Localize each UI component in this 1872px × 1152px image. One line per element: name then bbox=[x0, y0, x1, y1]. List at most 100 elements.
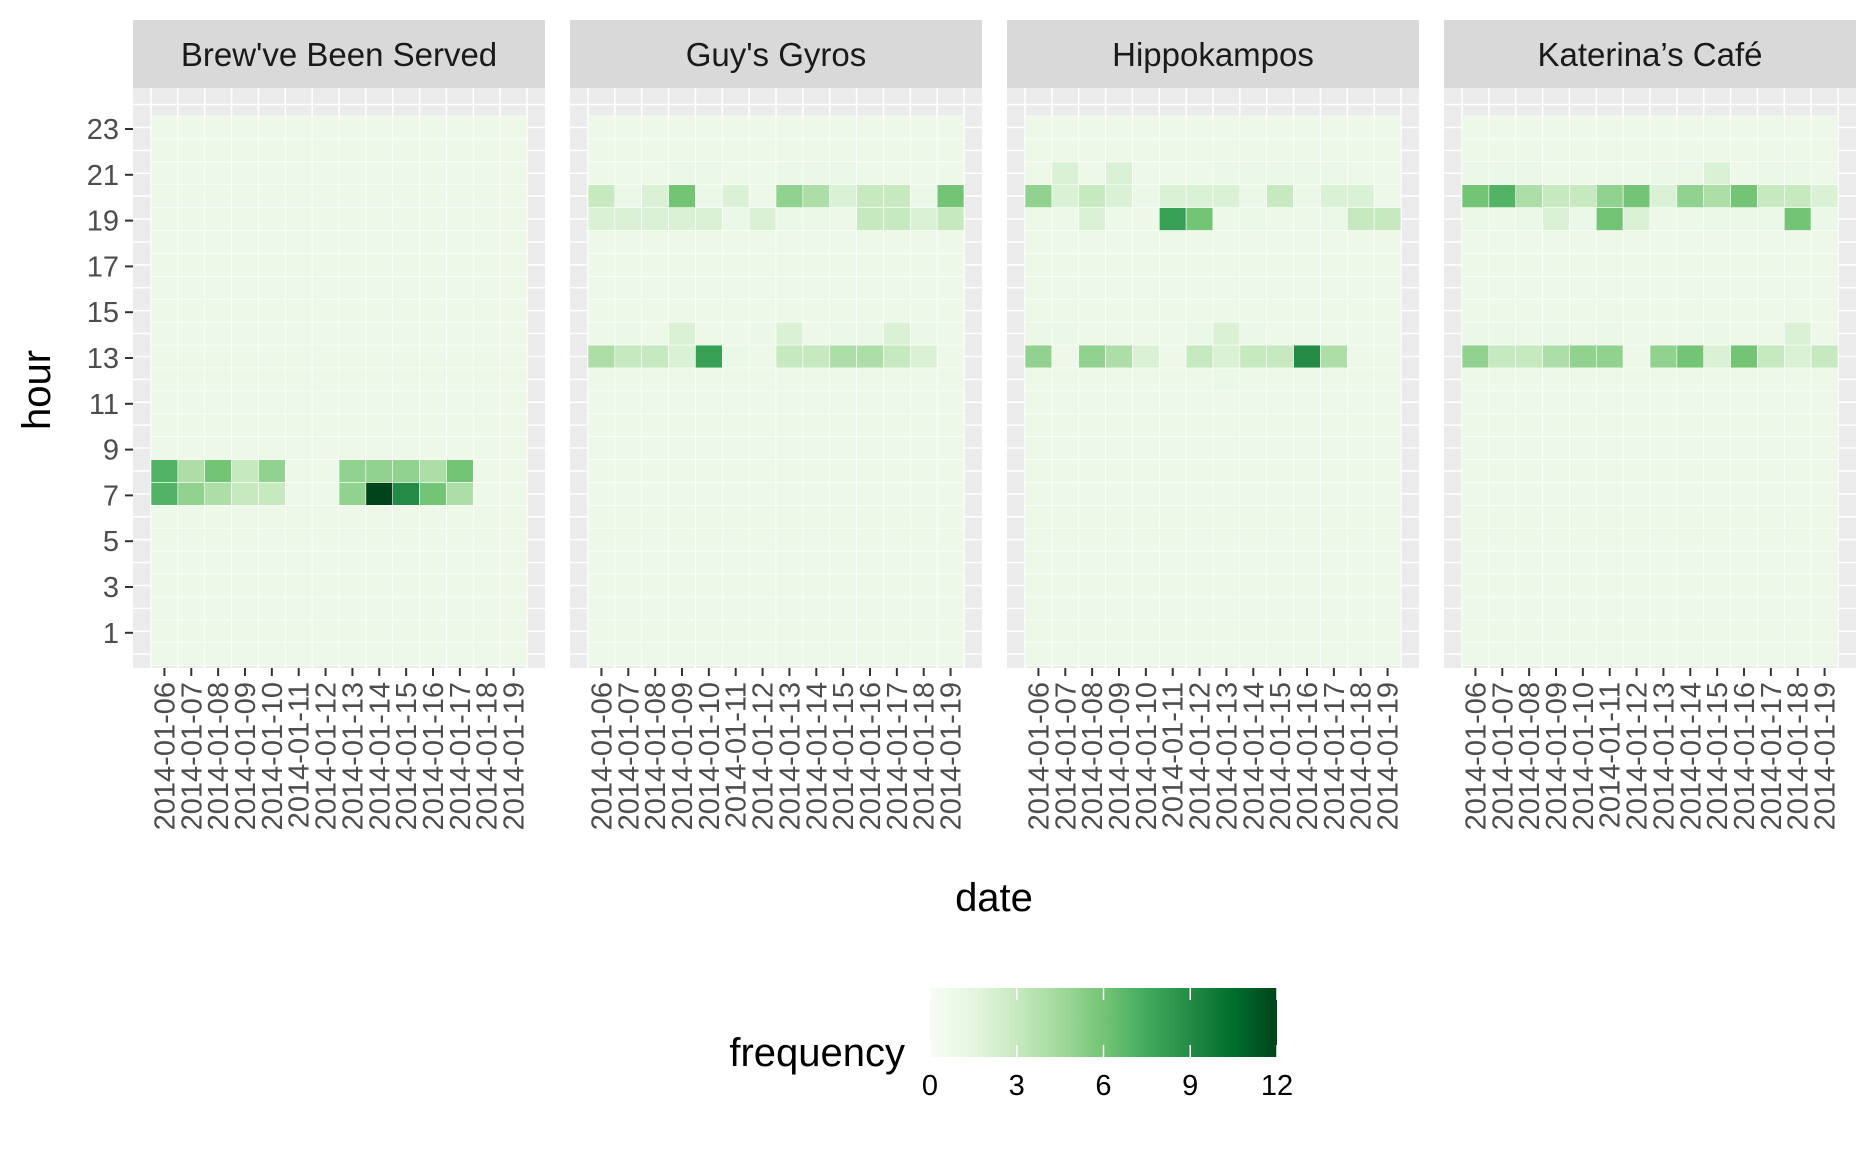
heatmap-cell bbox=[1024, 459, 1053, 483]
heatmap-cell bbox=[802, 619, 831, 643]
heatmap-cell bbox=[338, 344, 367, 369]
heatmap-cell bbox=[204, 367, 232, 392]
heatmap-cell bbox=[641, 596, 669, 621]
y-axis-title: hour bbox=[15, 350, 59, 430]
heatmap-cell bbox=[587, 253, 616, 277]
heatmap-cell bbox=[231, 642, 259, 666]
heatmap-cell bbox=[1051, 161, 1080, 186]
heatmap-cell bbox=[1158, 459, 1187, 483]
heatmap-cell bbox=[1320, 504, 1348, 529]
heatmap-cell bbox=[1783, 436, 1812, 460]
heatmap-cell bbox=[721, 207, 750, 231]
heatmap-cell bbox=[258, 161, 286, 186]
heatmap-cell bbox=[721, 367, 750, 392]
heatmap-cell bbox=[284, 413, 313, 437]
heatmap-cell bbox=[1595, 527, 1624, 552]
heatmap-cell bbox=[177, 436, 206, 460]
heatmap-cell bbox=[1293, 138, 1321, 163]
heatmap-cell bbox=[1703, 115, 1731, 140]
heatmap-cell bbox=[1266, 619, 1294, 643]
heatmap-cell bbox=[338, 115, 367, 140]
heatmap-cell bbox=[909, 138, 938, 163]
heatmap-cell bbox=[802, 115, 831, 140]
heatmap-cell bbox=[419, 321, 447, 346]
heatmap-cell bbox=[1373, 459, 1402, 483]
heatmap-cell bbox=[1212, 436, 1241, 460]
heatmap-cell bbox=[1212, 184, 1241, 208]
heatmap-cell bbox=[392, 298, 420, 323]
heatmap-cell bbox=[883, 390, 911, 414]
heatmap-cell bbox=[1320, 459, 1348, 483]
heatmap-cell bbox=[1212, 161, 1241, 186]
heatmap-cell bbox=[936, 413, 965, 437]
heatmap-cell bbox=[258, 459, 286, 483]
heatmap-cell bbox=[1346, 573, 1375, 598]
heatmap-cell bbox=[1622, 138, 1651, 163]
heatmap-cell bbox=[1676, 642, 1705, 666]
heatmap-cell bbox=[1757, 298, 1785, 323]
heatmap-cell bbox=[1373, 527, 1402, 552]
heatmap-cell bbox=[1488, 459, 1517, 483]
heatmap-cell bbox=[1346, 459, 1375, 483]
heatmap-cell bbox=[1542, 184, 1570, 208]
heatmap-cell bbox=[1515, 161, 1543, 186]
heatmap-cell bbox=[1212, 413, 1241, 437]
heatmap-cell bbox=[1212, 230, 1241, 254]
heatmap-cell bbox=[1649, 482, 1678, 506]
heatmap-cell bbox=[1158, 642, 1187, 666]
heatmap-cell bbox=[419, 230, 447, 254]
heatmap-cell bbox=[1730, 253, 1758, 277]
heatmap-cell bbox=[1158, 367, 1187, 392]
heatmap-cell bbox=[909, 527, 938, 552]
heatmap-cell bbox=[1132, 115, 1160, 140]
heatmap-cell bbox=[1051, 527, 1080, 552]
heatmap-cell bbox=[1239, 344, 1268, 369]
heatmap-cell bbox=[1185, 230, 1214, 254]
heatmap-cell bbox=[1158, 115, 1187, 140]
heatmap-cell bbox=[1158, 321, 1187, 346]
heatmap-cell bbox=[1266, 253, 1294, 277]
heatmap-cell bbox=[1649, 230, 1678, 254]
heatmap-cell bbox=[775, 642, 804, 666]
heatmap-cell bbox=[641, 138, 669, 163]
heatmap-cell bbox=[748, 504, 777, 529]
heatmap-cell bbox=[1373, 619, 1402, 643]
heatmap-cell bbox=[231, 321, 259, 346]
heatmap-cell bbox=[472, 344, 501, 369]
heatmap-cell bbox=[856, 390, 884, 414]
facet-strip bbox=[1007, 20, 1419, 88]
heatmap-cell bbox=[150, 161, 179, 186]
heatmap-cell bbox=[1239, 573, 1268, 598]
heatmap-cell bbox=[1542, 550, 1570, 575]
heatmap-cell bbox=[1320, 527, 1348, 552]
heatmap-cell bbox=[1239, 253, 1268, 277]
heatmap-cell bbox=[1757, 619, 1785, 643]
x-tick-label: 2014-01-12 bbox=[1185, 682, 1217, 830]
heatmap-cell bbox=[1266, 550, 1294, 575]
heatmap-cell bbox=[587, 482, 616, 506]
heatmap-cell bbox=[748, 115, 777, 140]
heatmap-cell bbox=[936, 138, 965, 163]
heatmap-cell bbox=[1569, 390, 1597, 414]
x-tick-label: 2014-01-19 bbox=[499, 682, 531, 830]
heatmap-cell bbox=[204, 344, 232, 369]
heatmap-cell bbox=[668, 321, 696, 346]
heatmap-cell bbox=[1730, 482, 1758, 506]
heatmap-cell bbox=[1783, 321, 1812, 346]
heatmap-cell bbox=[204, 596, 232, 621]
heatmap-cell bbox=[284, 504, 313, 529]
heatmap-cell bbox=[1542, 275, 1570, 300]
heatmap-cell bbox=[1461, 230, 1490, 254]
heatmap-cell bbox=[446, 161, 474, 186]
heatmap-cell bbox=[695, 504, 723, 529]
heatmap-cell bbox=[587, 184, 616, 208]
x-tick-label: 2014-01-17 bbox=[882, 682, 914, 830]
heatmap-cell bbox=[392, 504, 420, 529]
heatmap-cell bbox=[802, 504, 831, 529]
heatmap-cell bbox=[1622, 321, 1651, 346]
heatmap-cell bbox=[1542, 390, 1570, 414]
heatmap-cell bbox=[258, 504, 286, 529]
heatmap-cell bbox=[1488, 344, 1517, 369]
heatmap-cell bbox=[150, 482, 179, 506]
